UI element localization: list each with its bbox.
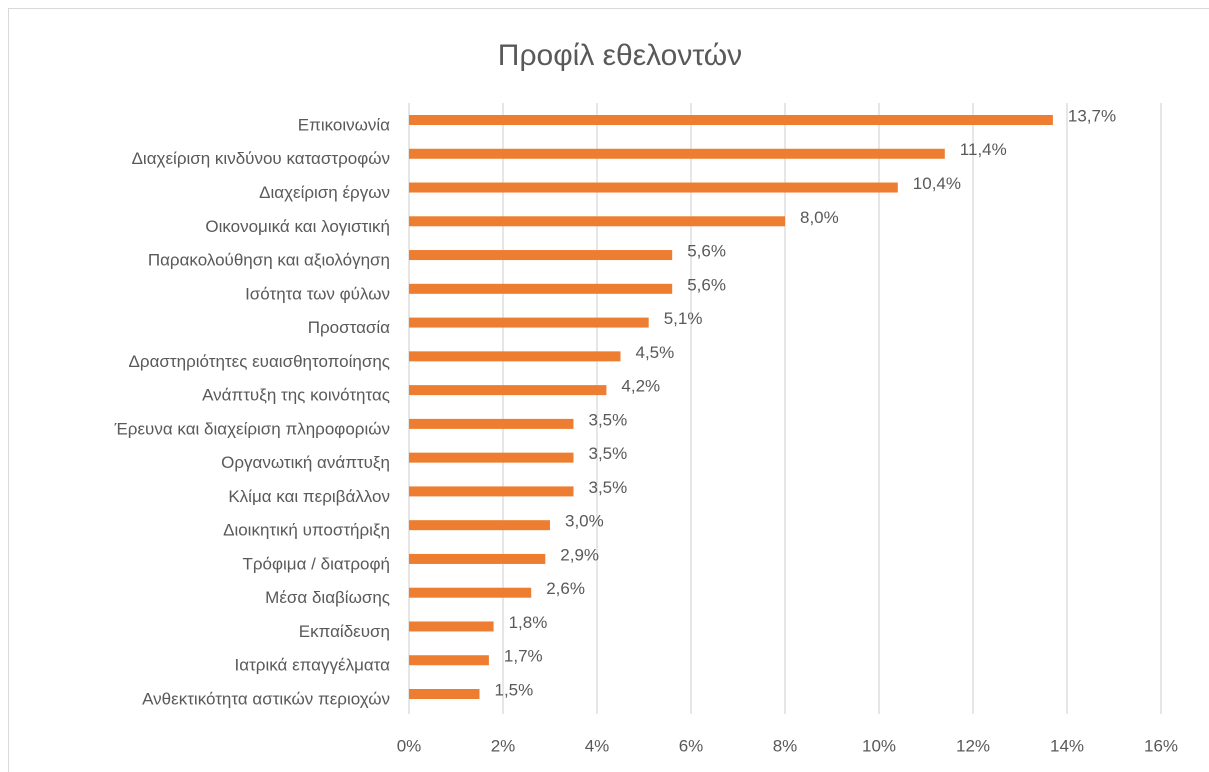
x-tick-label: 4% — [585, 736, 610, 755]
bar — [409, 418, 574, 429]
data-label: 5,6% — [687, 275, 726, 294]
bar — [409, 148, 945, 159]
y-tick-label: Επικοινωνία — [298, 115, 390, 134]
data-label: 5,1% — [664, 309, 703, 328]
bar — [409, 587, 532, 598]
data-label: 3,5% — [589, 478, 628, 497]
bar — [409, 621, 494, 632]
data-label: 3,0% — [565, 512, 604, 531]
y-tick-label: Ανάπτυξη της κοινότητας — [202, 386, 390, 405]
bar — [409, 655, 489, 666]
x-tick-label: 2% — [491, 736, 516, 755]
data-label: 3,5% — [589, 444, 628, 463]
y-tick-label: Οργανωτική ανάπτυξη — [221, 453, 390, 472]
y-tick-label: Έρευνα και διαχείριση πληροφοριών — [113, 419, 390, 438]
data-label: 1,5% — [495, 680, 534, 699]
data-label: 3,5% — [589, 410, 628, 429]
y-tick-label: Μέσα διαβίωσης — [265, 588, 390, 607]
x-tick-label: 12% — [956, 736, 990, 755]
bar — [409, 553, 546, 564]
bar — [409, 182, 898, 193]
data-label: 1,7% — [504, 647, 543, 666]
x-tick-label: 16% — [1144, 736, 1178, 755]
y-tick-label: Ισότητα των φύλων — [245, 284, 390, 303]
bar — [409, 283, 673, 294]
bar — [409, 115, 1053, 125]
y-tick-label: Τρόφιμα / διατροφή — [243, 554, 391, 573]
y-tick-label: Ιατρικά επαγγέλματα — [235, 656, 391, 675]
chart-border — [8, 8, 1209, 772]
x-tick-label: 6% — [679, 736, 704, 755]
y-tick-label: Παρακολούθηση και αξιολόγηση — [148, 251, 390, 270]
x-tick-label: 8% — [773, 736, 798, 755]
y-tick-label: Διοικητική υποστήριξη — [223, 521, 390, 540]
data-label: 2,6% — [546, 579, 585, 598]
bar — [409, 351, 621, 362]
data-label: 8,0% — [800, 208, 839, 227]
x-tick-label: 14% — [1050, 736, 1084, 755]
y-tick-label: Οικονομικά και λογιστική — [205, 217, 390, 236]
data-label: 1,8% — [509, 613, 548, 632]
y-tick-label: Διαχείριση κινδύνου καταστροφών — [132, 149, 390, 168]
y-tick-label: Δραστηριότητες ευαισθητοποίησης — [129, 352, 390, 371]
data-label: 4,5% — [636, 343, 675, 362]
bar — [409, 216, 785, 227]
data-label: 11,4% — [960, 140, 1007, 159]
bar — [409, 317, 649, 328]
y-tick-label: Κλίμα και περιβάλλον — [228, 487, 390, 506]
bar — [409, 385, 607, 396]
data-label: 2,9% — [560, 545, 599, 564]
y-tick-label: Εκπαίδευση — [299, 622, 390, 641]
x-tick-label: 10% — [862, 736, 896, 755]
bar — [409, 520, 550, 531]
y-tick-label: Ανθεκτικότητα αστικών περιοχών — [142, 689, 390, 708]
y-tick-label: Διαχείριση έργων — [259, 183, 390, 202]
bar — [409, 689, 480, 699]
bar — [409, 452, 574, 463]
bar — [409, 250, 673, 261]
chart-title: Προφίλ εθελοντών — [498, 39, 742, 72]
data-label: 10,4% — [913, 174, 961, 193]
data-label: 4,2% — [621, 377, 660, 396]
x-tick-label: 0% — [397, 736, 422, 755]
data-label: 13,7% — [1068, 106, 1116, 125]
bar — [409, 486, 574, 497]
data-label: 5,6% — [687, 242, 726, 261]
y-tick-label: Προστασία — [308, 318, 390, 337]
